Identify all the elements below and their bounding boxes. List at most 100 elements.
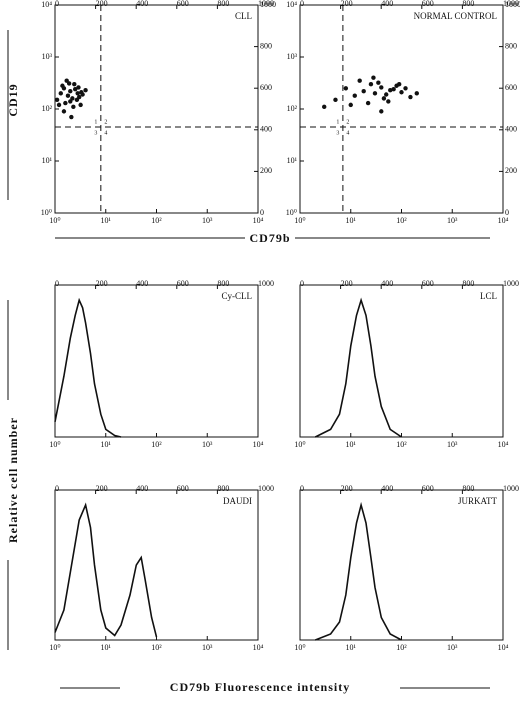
y2-tick-label: 200 (505, 166, 517, 175)
point (72, 87, 78, 92)
x-tick-label: 10⁴ (498, 643, 509, 652)
point (343, 86, 349, 91)
point (396, 81, 402, 87)
point (333, 97, 338, 103)
y2-tick-label: 800 (260, 41, 272, 50)
x-tick-label: 10⁴ (498, 440, 509, 449)
plot-frame (299, 284, 504, 438)
point (322, 104, 327, 110)
point (403, 86, 408, 91)
point (78, 102, 83, 108)
point (54, 97, 60, 103)
point (376, 80, 381, 85)
x2-tick-label: 800 (217, 0, 229, 8)
quadrant-label: 3 (336, 130, 339, 136)
point (352, 93, 357, 98)
x-tick-label: 10⁰ (294, 216, 305, 225)
point (384, 92, 389, 97)
point (69, 114, 74, 120)
x-tick-label: 10¹ (101, 643, 112, 652)
y2-tick-label: 0 (505, 208, 509, 217)
point (361, 88, 366, 94)
bottom-y-label: Relative cell number (6, 417, 20, 543)
x-tick-label: 10² (396, 643, 407, 652)
point (80, 92, 85, 97)
point (379, 85, 384, 90)
y-tick-label: 10¹ (287, 156, 298, 165)
x2-tick-label: 0 (300, 0, 304, 8)
x2-tick-label: 200 (96, 484, 108, 493)
y2-tick-label: 800 (505, 41, 517, 50)
x2-tick-label: 400 (136, 484, 148, 493)
histogram-line (54, 297, 122, 438)
y-tick-label: 10³ (287, 52, 298, 61)
point (64, 78, 69, 83)
point (58, 91, 63, 96)
x-tick-label: 10² (396, 216, 407, 225)
panel-title: JURKATT (458, 496, 498, 506)
panel-title: LCL (480, 291, 497, 301)
point (371, 75, 376, 80)
x2-tick-label: 1000 (503, 279, 519, 288)
x2-tick-label: 600 (422, 279, 434, 288)
x2-tick-label: 0 (55, 279, 59, 288)
point (71, 104, 76, 110)
y2-tick-label: 600 (260, 83, 272, 92)
y-tick-label: 10³ (42, 52, 53, 61)
y-tick-label: 10² (287, 104, 298, 113)
x-tick-label: 10⁰ (49, 440, 60, 449)
plot-frame (299, 4, 504, 214)
point (348, 102, 353, 108)
x-tick-label: 10² (151, 643, 162, 652)
panel-title: DAUDI (223, 496, 252, 506)
x2-tick-label: 800 (217, 279, 229, 288)
top-y-label: CD19 (6, 83, 20, 116)
plot-frame (54, 489, 259, 641)
plot-frame (54, 4, 259, 214)
x2-tick-label: 200 (96, 0, 108, 8)
y-tick-label: 10¹ (42, 156, 53, 165)
x2-tick-label: 1000 (503, 0, 519, 8)
x-tick-label: 10³ (447, 643, 458, 652)
x-tick-label: 10⁴ (498, 216, 509, 225)
x2-tick-label: 600 (177, 0, 189, 8)
quadrant-label: 2 (104, 119, 107, 125)
x-tick-label: 10⁰ (294, 643, 305, 652)
y-tick-label: 10⁰ (41, 208, 52, 217)
x2-tick-label: 800 (462, 484, 474, 493)
y-tick-label: 10⁴ (41, 0, 52, 9)
x2-tick-label: 400 (136, 0, 148, 8)
x2-tick-label: 400 (136, 279, 148, 288)
point (368, 81, 374, 87)
histogram-line (315, 501, 402, 641)
y2-tick-label: 400 (260, 125, 272, 134)
point (414, 91, 419, 96)
label-bg (120, 680, 400, 696)
x-tick-label: 10⁴ (253, 643, 264, 652)
x2-tick-label: 1000 (258, 279, 274, 288)
x2-tick-label: 800 (462, 279, 474, 288)
point (76, 85, 81, 90)
y2-tick-label: 0 (260, 208, 264, 217)
y-tick-label: 10⁴ (286, 0, 297, 9)
x2-tick-label: 400 (381, 0, 393, 8)
x2-tick-label: 1000 (258, 0, 274, 8)
point (388, 87, 393, 93)
x-tick-label: 10⁴ (253, 216, 264, 225)
x2-tick-label: 0 (300, 484, 304, 493)
y2-tick-label: 1000 (505, 0, 520, 9)
x2-tick-label: 200 (341, 279, 353, 288)
plot-frame (54, 284, 259, 438)
point (372, 91, 378, 96)
quadrant-label: 4 (104, 130, 107, 136)
point (386, 99, 391, 104)
y2-tick-label: 600 (505, 83, 517, 92)
top-x-label: CD79b (249, 231, 290, 245)
x-tick-label: 10³ (447, 216, 458, 225)
label-bg (4, 400, 24, 560)
x2-tick-label: 600 (177, 484, 189, 493)
bottom-x-label: CD79b Fluorescence intensity (170, 680, 350, 694)
histogram-line (54, 502, 158, 638)
x-tick-label: 10¹ (346, 216, 357, 225)
